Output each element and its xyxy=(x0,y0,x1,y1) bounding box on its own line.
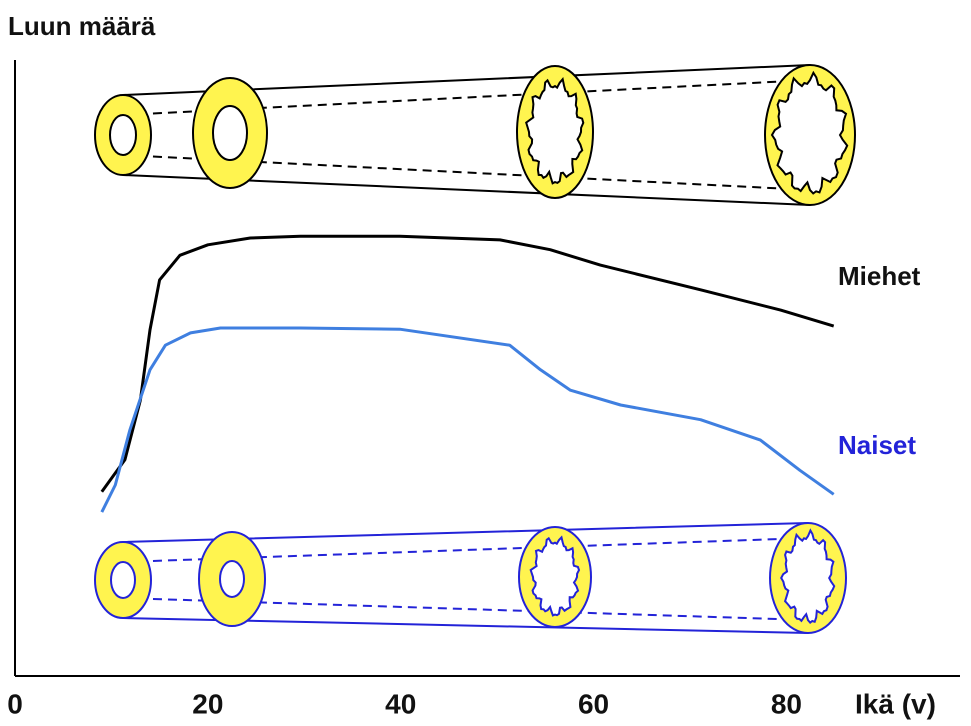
bone-illustrations xyxy=(95,65,855,633)
page: {"chart_data": {"type": "line", "y_label… xyxy=(0,0,971,726)
x-axis-label: Ikä (v) xyxy=(855,688,936,719)
series-label: Miehet xyxy=(838,261,921,291)
x-tick-label: 80 xyxy=(771,688,802,719)
data-line xyxy=(102,328,834,512)
x-tick-label: 60 xyxy=(578,688,609,719)
bone-cavity xyxy=(110,115,136,155)
series-label: Naiset xyxy=(838,430,916,460)
bone-cavity xyxy=(111,562,135,598)
y-axis-label: Luun määrä xyxy=(8,11,156,41)
chart: Luun määrä Ikä (v) Miehet Naiset 0 20 40 60… xyxy=(0,0,971,726)
bone-cavity xyxy=(213,106,247,160)
data-line xyxy=(102,236,834,492)
x-tick-label: 0 xyxy=(7,688,23,719)
x-tick-label: 40 xyxy=(385,688,416,719)
x-tick-label: 20 xyxy=(192,688,223,719)
bone-cavity xyxy=(220,561,244,597)
